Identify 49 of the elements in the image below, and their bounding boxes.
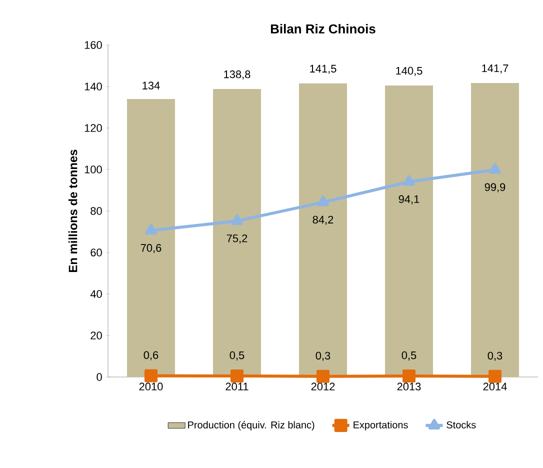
x-tick-label: 2013	[397, 382, 421, 390]
point	[231, 214, 243, 225]
data-label: 94,1	[398, 195, 420, 204]
y-tick-label: 40	[90, 290, 102, 298]
bar	[471, 82, 520, 377]
data-label: 75,2	[226, 234, 248, 244]
legend-label: Exportations	[354, 421, 408, 430]
data-label: 99,9	[484, 183, 506, 192]
data-label: 141,5	[310, 64, 336, 74]
y-tick-label: 80	[90, 207, 102, 215]
bar	[213, 88, 261, 377]
point	[402, 369, 416, 382]
y-tick-label: 0	[96, 373, 102, 381]
data-label: 0,3	[488, 352, 502, 361]
point	[317, 196, 329, 206]
data-label: 0,5	[402, 351, 416, 360]
data-label: 140,5	[396, 66, 422, 76]
data-label: 0,5	[230, 351, 244, 360]
y-tick-label: 60	[90, 248, 102, 256]
x-tick-label: 2011	[226, 382, 248, 390]
bar	[385, 85, 434, 377]
point	[230, 369, 244, 382]
data-label: 0,3	[316, 352, 330, 361]
data-label: 134	[142, 82, 160, 90]
legend-label: Stocks	[446, 421, 476, 428]
y-tick-label: 160	[84, 41, 102, 49]
point	[403, 175, 415, 186]
data-label: 70,6	[140, 244, 162, 254]
x-tick-label: 2014	[483, 382, 507, 390]
point	[316, 370, 330, 383]
y-tick-label: 140	[84, 82, 102, 90]
data-label: 138,8	[224, 70, 250, 80]
y-tick-label: 100	[84, 166, 102, 174]
y-axis-title: En millions de tonnes	[68, 150, 78, 272]
point	[488, 370, 502, 383]
bar	[127, 98, 175, 377]
data-label: 0,6	[144, 351, 158, 360]
point	[144, 369, 158, 382]
point	[489, 163, 501, 174]
bar	[299, 83, 347, 377]
y-tick-label: 20	[90, 332, 102, 340]
data-label: 141,7	[482, 64, 508, 74]
y-tick-label: 120	[84, 124, 102, 132]
x-tick-label: 2012	[311, 382, 335, 390]
legend-label: Production (équiv. Riz blanc)	[188, 421, 314, 430]
chart-title: Bilan Riz Chinois	[270, 24, 376, 34]
x-tick-label: 2010	[139, 382, 163, 390]
data-label: 84,2	[312, 216, 334, 225]
point	[145, 224, 157, 235]
